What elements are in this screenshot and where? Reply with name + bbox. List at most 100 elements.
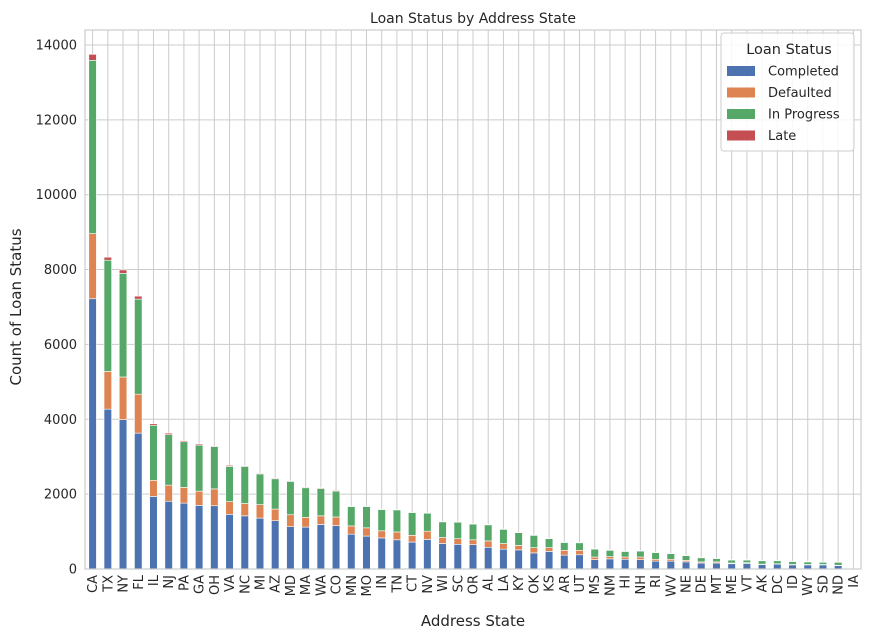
bar-segment — [575, 554, 584, 570]
bar-segment — [727, 563, 736, 570]
x-tick-label: OK — [527, 575, 542, 594]
bar-segment — [621, 551, 630, 558]
bar-segment — [590, 559, 599, 570]
bar-segment — [103, 256, 112, 261]
bar-segment — [179, 441, 189, 488]
bar-segment — [788, 561, 797, 565]
bar-segment — [255, 517, 265, 570]
y-tick-label: 0 — [69, 563, 77, 578]
bar-segment — [377, 537, 386, 570]
bar-segment — [621, 556, 630, 560]
bar-segment — [225, 501, 234, 515]
x-tick-label: VA — [223, 575, 238, 592]
bar-segment — [210, 445, 219, 447]
x-tick-label: AZ — [269, 575, 284, 593]
x-tick-label: LA — [497, 575, 512, 592]
bar-segment — [195, 444, 204, 492]
bar-segment — [377, 509, 386, 532]
bar-segment — [605, 558, 615, 570]
x-tick-label: AR — [558, 575, 573, 593]
x-tick-label: NV — [421, 575, 436, 594]
x-tick-label: UT — [573, 575, 588, 593]
bar-segment — [377, 530, 386, 539]
bar-segment — [742, 563, 751, 570]
bar-segment — [286, 480, 295, 482]
x-tick-labels: CA TX NY FL IL NJ PA GA OH VA NC MI AZ MD MA WA CO MN MO IN… — [86, 574, 862, 597]
bar-segment — [544, 551, 554, 570]
bar-segment — [240, 466, 249, 504]
bar-segment — [773, 560, 782, 565]
y-tick-label: 4000 — [44, 413, 77, 428]
bar-segment — [316, 487, 325, 489]
x-tick-label: AL — [482, 574, 497, 591]
x-tick-label: TX — [101, 575, 116, 593]
x-tick-label: CT — [406, 575, 421, 592]
bar-segment — [316, 524, 325, 570]
bar-segment — [271, 520, 280, 570]
bar-segment — [149, 479, 158, 497]
bar-segment — [179, 487, 189, 504]
bar-segment — [331, 516, 341, 526]
x-tick-label: WA — [314, 575, 329, 596]
bar-segment — [271, 477, 280, 480]
bar-segment — [271, 478, 280, 510]
bar-segment — [788, 564, 797, 570]
bar-segment — [195, 505, 204, 570]
bar-segment — [681, 561, 691, 570]
x-tick-label: ID — [786, 575, 801, 589]
bar-segment — [164, 484, 173, 502]
bar-segment — [636, 559, 645, 570]
x-tick-label: OH — [208, 575, 223, 595]
bar-segment — [134, 432, 143, 570]
bar-segment — [210, 505, 219, 570]
x-tick-label: HI — [619, 575, 634, 589]
legend-title: Loan Status — [746, 42, 832, 58]
legend: Loan Status Completed Defaulted In Progres… — [720, 32, 855, 152]
bar-segment — [575, 542, 584, 551]
bar-segment — [408, 541, 417, 570]
x-tick-label: MT — [710, 575, 725, 594]
bar-segment — [468, 544, 478, 570]
bar-segment — [590, 556, 599, 560]
bar-segment — [255, 473, 265, 505]
x-tick-label: TN — [390, 575, 405, 594]
bar-segment — [286, 526, 295, 570]
bar-segment — [499, 543, 508, 550]
legend-label: Defaulted — [768, 86, 832, 101]
bar-segment — [499, 529, 508, 544]
bar-segment — [818, 564, 828, 570]
x-tick-label: ME — [725, 575, 740, 594]
bar-segment — [529, 547, 538, 554]
bar-segment — [423, 530, 432, 540]
x-tick-label: NM — [603, 575, 618, 596]
bar-segment — [468, 539, 478, 545]
bar-segment — [499, 548, 508, 570]
bar-segment — [103, 259, 112, 372]
bar-segment — [408, 512, 417, 536]
bar-segment — [834, 561, 843, 566]
bar-segment — [134, 298, 143, 395]
x-tick-label: SD — [816, 575, 831, 593]
x-tick-label: RI — [649, 575, 664, 588]
x-tick-label: KS — [543, 575, 558, 592]
legend-swatch — [727, 66, 755, 76]
x-tick-label: WI — [436, 575, 451, 592]
bar-segment — [347, 525, 356, 535]
bar-segment — [514, 549, 523, 570]
x-tick-label: CA — [86, 575, 101, 593]
bar-segment — [438, 537, 447, 544]
bar-segment — [453, 521, 462, 539]
x-tick-label: GA — [193, 575, 208, 594]
bar-segment — [88, 60, 97, 234]
bar-segment — [392, 531, 402, 541]
y-tick-labels: 0 2000 4000 6000 8000 10000 12000 14000 — [36, 38, 77, 577]
bar-segment — [301, 487, 310, 518]
bar-segment — [666, 560, 675, 570]
bar-segment — [757, 560, 767, 565]
bar-segment — [103, 371, 112, 410]
bar-segment — [149, 423, 158, 426]
x-tick-label: ND — [832, 575, 847, 595]
bar-segment — [392, 509, 402, 533]
bar-segment — [636, 556, 645, 560]
bar-segment — [347, 506, 356, 527]
